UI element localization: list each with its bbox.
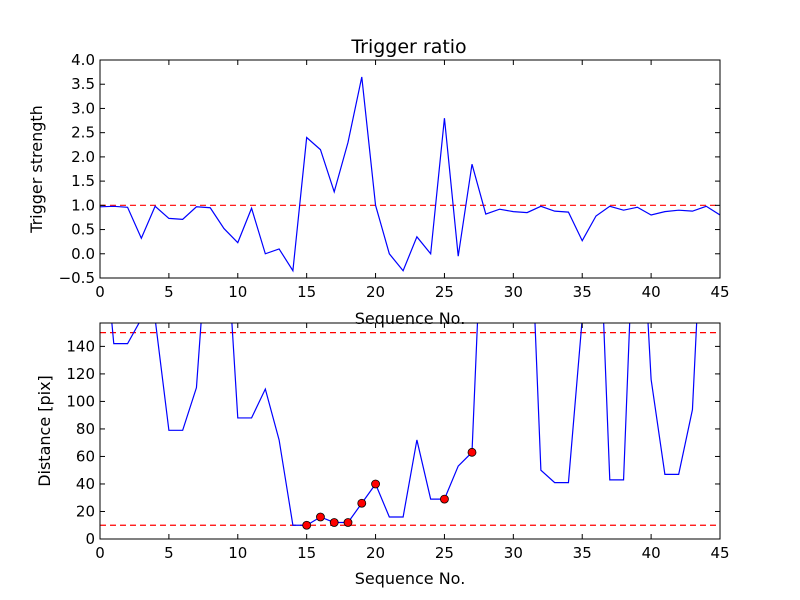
- y-tick-label: 140: [66, 337, 95, 355]
- series-line: [111, 323, 698, 526]
- x-tick-label: 5: [164, 283, 174, 301]
- marker-points: [302, 447, 477, 530]
- x-tick-label: 30: [504, 544, 523, 562]
- y-tick-label: −0.5: [59, 269, 95, 287]
- x-tick-label: 40: [642, 544, 661, 562]
- data-point-marker: [440, 494, 449, 504]
- y-tick-label: 100: [66, 392, 95, 410]
- y-tick-label: 0.0: [71, 245, 95, 263]
- y-ticks: 0 20 40 60 80 100 120 140: [66, 337, 720, 548]
- y-tick-label: 2.0: [71, 148, 95, 166]
- y-tick-label: 3.0: [71, 99, 95, 117]
- chart-title: Trigger ratio: [350, 36, 466, 58]
- data-point-marker: [329, 518, 339, 527]
- data-point-marker: [357, 498, 367, 508]
- y-tick-label: 40: [76, 475, 95, 493]
- y-tick-label: 120: [66, 365, 95, 383]
- data-point-marker: [467, 447, 477, 457]
- x-tick-label: 25: [435, 283, 454, 301]
- series-lines: [100, 76, 720, 273]
- y-tick-label: 0: [85, 530, 95, 548]
- plot-frame: [99, 322, 721, 540]
- x-tick-label: 10: [228, 544, 247, 562]
- x-axis-label: Sequence No.: [355, 569, 466, 588]
- data-point-marker: [316, 512, 325, 522]
- y-axis-label: Distance [pix]: [35, 375, 54, 487]
- y-tick-label: 1.0: [71, 196, 95, 214]
- x-tick-label: 20: [366, 544, 385, 562]
- y-tick-label: 60: [76, 447, 95, 465]
- x-tick-label: 45: [710, 544, 729, 562]
- y-tick-label: 1.5: [71, 172, 95, 190]
- x-tick-label: 45: [710, 283, 729, 301]
- x-tick-label: 0: [95, 544, 105, 562]
- series-line: [100, 76, 720, 273]
- x-tick-label: 15: [297, 544, 316, 562]
- y-tick-label: 20: [76, 502, 95, 520]
- y-tick-label: 2.5: [71, 124, 95, 142]
- y-tick-label: 0.5: [71, 221, 95, 239]
- plot-frame: [99, 59, 721, 279]
- x-tick-label: 35: [573, 283, 592, 301]
- x-tick-label: 5: [164, 544, 174, 562]
- x-tick-label: 10: [228, 283, 247, 301]
- x-tick-label: 40: [642, 283, 661, 301]
- data-point-marker: [371, 479, 380, 489]
- x-tick-label: 0: [95, 283, 105, 301]
- data-point-marker: [302, 520, 312, 530]
- y-tick-label: 4.0: [71, 51, 95, 69]
- distance-chart: 0 5 10 15 20 25 30 35 40 45 0 20 40 60 80 100 120 140 Se…: [35, 322, 730, 588]
- x-axis-label: Sequence No.: [355, 309, 466, 328]
- x-ticks: 0 5 10 15 20 25 30 35 40 45: [95, 323, 730, 562]
- x-tick-label: 25: [435, 544, 454, 562]
- y-axis-label: Trigger strength: [27, 105, 46, 234]
- x-ticks: 0 5 10 15 20 25 30 35 40 45: [95, 60, 730, 301]
- x-tick-label: 15: [297, 283, 316, 301]
- x-tick-label: 30: [504, 283, 523, 301]
- reference-lines: [100, 332, 720, 526]
- y-ticks: −0.5 0.0 0.5 1.0 1.5 2.0 2.5 3.0 3.5 4.0: [59, 51, 720, 287]
- data-point-marker: [343, 518, 353, 527]
- x-tick-label: 20: [366, 283, 385, 301]
- series-lines: [111, 323, 698, 526]
- y-tick-label: 80: [76, 420, 95, 438]
- y-tick-label: 3.5: [71, 75, 95, 93]
- x-tick-label: 35: [573, 544, 592, 562]
